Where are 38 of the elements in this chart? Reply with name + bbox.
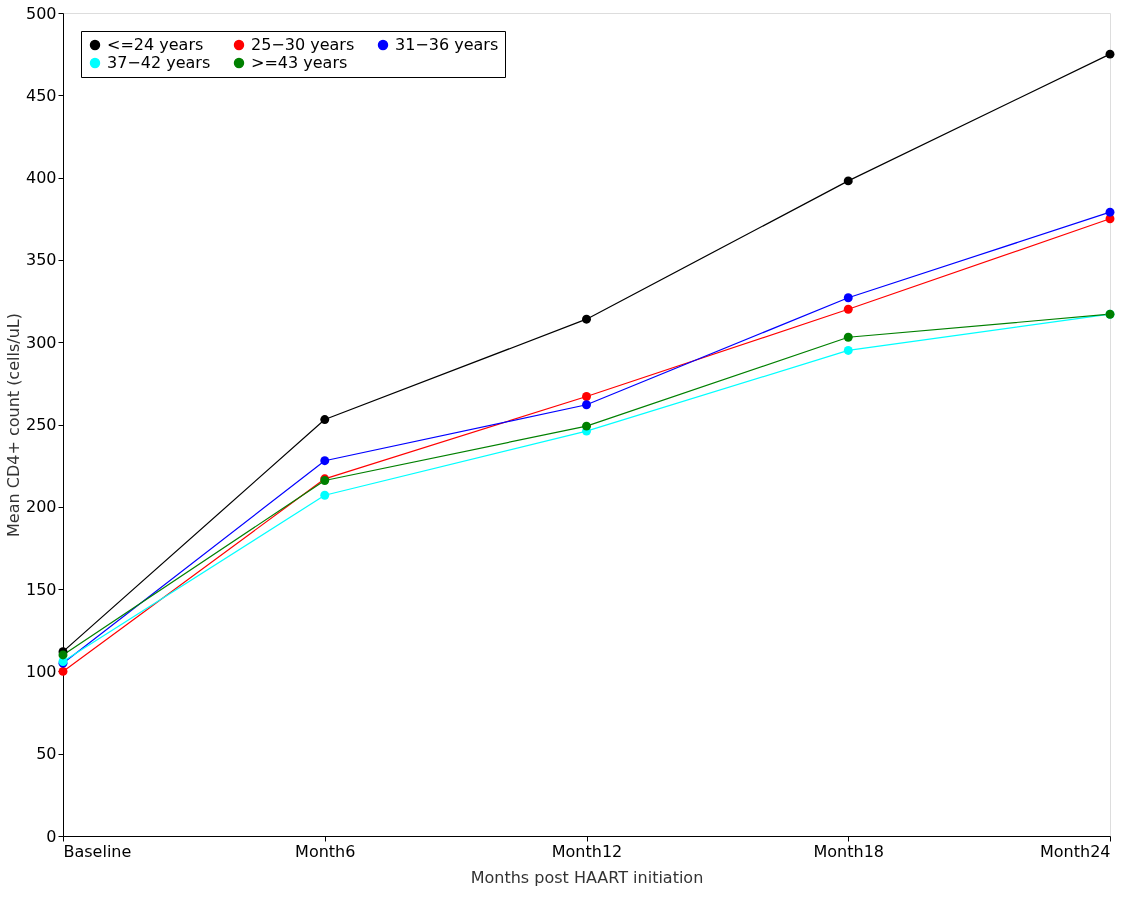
point [843,304,853,314]
x-tick-label: Month24 [1039,841,1111,861]
point [582,421,591,431]
y-tick-label: 200 [25,497,57,517]
y-tick-label: 350 [25,250,57,270]
y-tick-label: 450 [25,85,57,105]
x-tick-label: Month18 [813,841,885,861]
point [320,490,330,500]
y-tick-label: 0 [46,826,57,846]
point [582,314,591,324]
y-tick-label: 400 [25,168,57,188]
point [843,345,853,355]
x-tick-label: Baseline [63,841,132,861]
point [320,456,330,466]
point [582,392,591,401]
legend-label: >=43 years [251,53,348,72]
y-tick-label: 100 [25,661,57,681]
y-tick-label: 300 [25,332,57,352]
point [58,666,68,676]
y-tick-label: 500 [25,3,57,23]
x-tick-label: Month12 [551,841,623,861]
point [843,293,853,303]
legend-label: <=24 years [107,35,204,54]
legend-label: 31−36 years [395,35,499,54]
point [1105,49,1115,59]
point [843,176,853,186]
legend-label: 25−30 years [251,35,355,54]
x-axis-title: Months post HAART initiation [470,867,704,887]
y-tick-label: 150 [25,579,57,599]
x-tick-label: Month6 [295,841,356,861]
point [843,332,853,342]
legend-label: 37−42 years [107,53,211,72]
point [320,415,330,425]
point [1105,207,1115,217]
y-tick-label: 250 [25,415,57,434]
y-tick-label: 50 [36,744,57,764]
point [582,400,591,410]
y-axis-title: Mean CD4+ count (cells/uL) [3,313,23,537]
